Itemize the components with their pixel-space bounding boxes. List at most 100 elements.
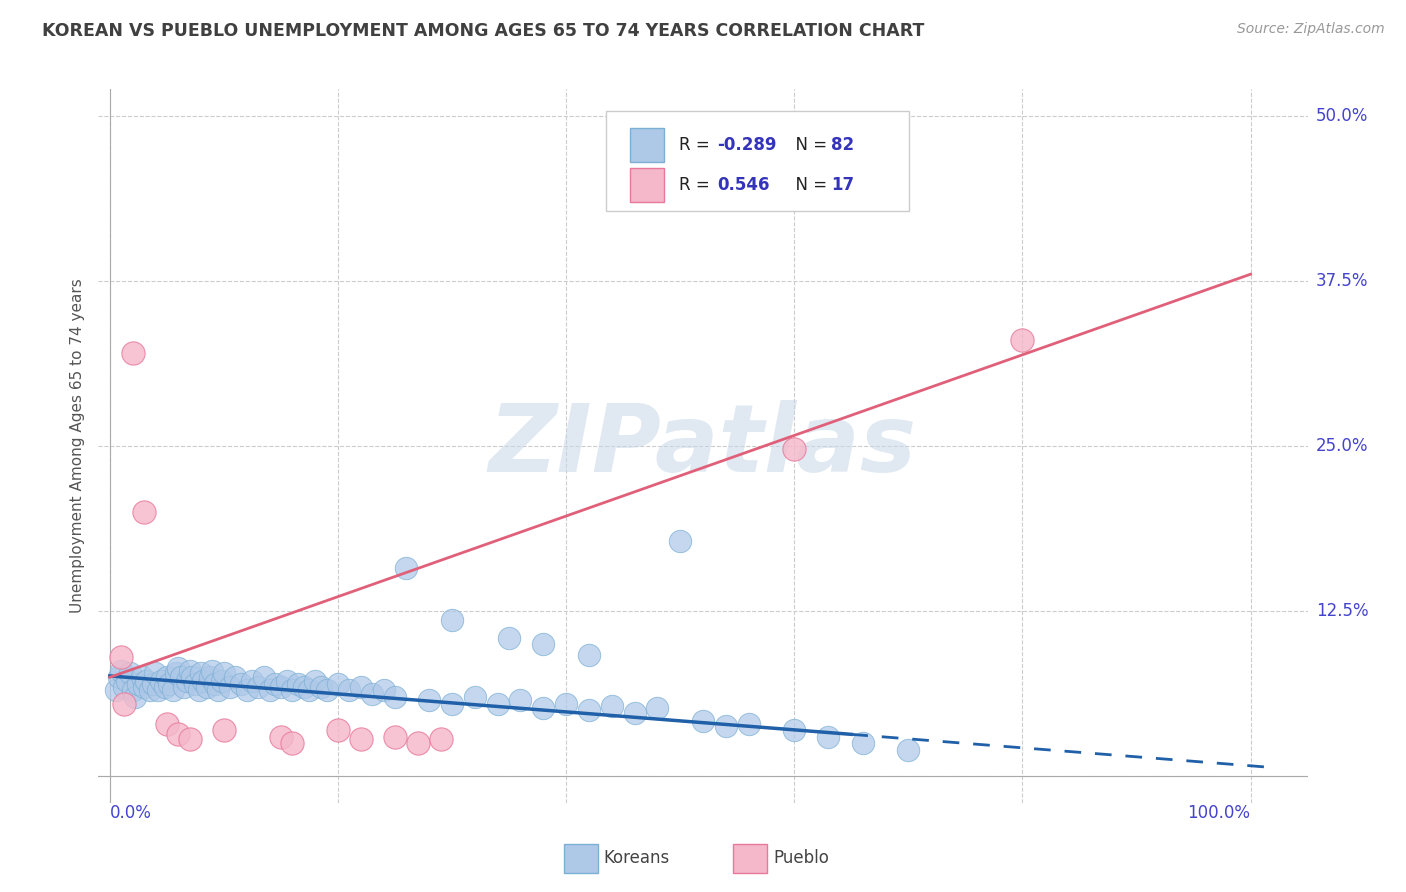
Point: [783, 442, 806, 456]
Text: 0.0%: 0.0%: [110, 805, 152, 822]
Point: [142, 677, 165, 691]
Text: Koreans: Koreans: [603, 849, 671, 867]
Text: 25.0%: 25.0%: [1316, 437, 1368, 455]
Point: [115, 674, 138, 689]
Text: 12.5%: 12.5%: [1316, 602, 1368, 620]
Point: [124, 690, 146, 704]
Point: [110, 664, 132, 678]
Point: [112, 697, 135, 711]
FancyBboxPatch shape: [630, 168, 664, 202]
Point: [373, 683, 395, 698]
Text: 82: 82: [831, 136, 855, 153]
Point: [190, 666, 212, 681]
Text: KOREAN VS PUEBLO UNEMPLOYMENT AMONG AGES 65 TO 74 YEARS CORRELATION CHART: KOREAN VS PUEBLO UNEMPLOYMENT AMONG AGES…: [42, 22, 925, 40]
Text: Pueblo: Pueblo: [773, 849, 830, 867]
FancyBboxPatch shape: [734, 844, 768, 872]
Text: 0.546: 0.546: [717, 176, 770, 194]
Point: [120, 666, 142, 681]
Point: [181, 670, 204, 684]
Point: [165, 666, 187, 681]
Point: [350, 680, 373, 694]
Point: [395, 560, 418, 574]
Point: [441, 697, 464, 711]
Point: [195, 680, 218, 694]
Point: [135, 674, 157, 689]
Point: [235, 683, 257, 698]
Point: [464, 690, 486, 704]
Point: [156, 670, 179, 684]
Point: [146, 683, 169, 698]
Point: [337, 683, 360, 698]
Point: [384, 730, 406, 744]
Point: [132, 680, 155, 694]
Point: [406, 736, 429, 750]
Point: [150, 674, 173, 689]
Text: 50.0%: 50.0%: [1316, 107, 1368, 125]
Point: [418, 692, 440, 706]
Text: -0.289: -0.289: [717, 136, 778, 153]
Point: [184, 677, 207, 691]
Point: [145, 666, 167, 681]
Point: [361, 688, 384, 702]
Point: [298, 683, 321, 698]
Point: [131, 670, 153, 684]
Point: [1011, 333, 1033, 347]
Point: [326, 677, 349, 691]
Text: N =: N =: [785, 136, 832, 153]
Point: [281, 683, 304, 698]
Point: [153, 680, 176, 694]
Point: [108, 670, 131, 684]
Point: [229, 677, 252, 691]
FancyBboxPatch shape: [630, 128, 664, 162]
Point: [162, 683, 184, 698]
Point: [326, 723, 349, 738]
Point: [207, 683, 229, 698]
Point: [623, 706, 645, 720]
Point: [169, 670, 191, 684]
Point: [224, 670, 246, 684]
Point: [132, 505, 155, 519]
Point: [270, 730, 292, 744]
Text: R =: R =: [679, 136, 714, 153]
Point: [139, 683, 162, 698]
Text: 37.5%: 37.5%: [1316, 272, 1368, 290]
Point: [259, 683, 281, 698]
Point: [578, 648, 600, 662]
Point: [187, 683, 209, 698]
Point: [104, 683, 127, 698]
Y-axis label: Unemployment Among Ages 65 to 74 years: Unemployment Among Ages 65 to 74 years: [69, 278, 84, 614]
Point: [242, 674, 264, 689]
Point: [783, 723, 806, 738]
Point: [121, 683, 143, 698]
Point: [486, 697, 509, 711]
Point: [121, 346, 143, 360]
Point: [200, 670, 222, 684]
Point: [714, 719, 737, 733]
Point: [201, 664, 224, 678]
Text: ZIPatlas: ZIPatlas: [489, 400, 917, 492]
FancyBboxPatch shape: [606, 111, 908, 211]
Point: [193, 674, 215, 689]
Point: [173, 680, 195, 694]
Point: [176, 674, 198, 689]
Point: [555, 697, 578, 711]
Point: [276, 674, 298, 689]
Point: [179, 732, 201, 747]
Point: [304, 674, 326, 689]
Point: [211, 674, 233, 689]
Point: [531, 637, 554, 651]
Point: [127, 677, 149, 691]
Point: [110, 650, 132, 665]
Point: [897, 743, 920, 757]
Point: [179, 664, 201, 678]
Point: [692, 714, 714, 728]
Point: [292, 680, 315, 694]
Point: [852, 736, 875, 750]
Point: [509, 692, 531, 706]
Point: [287, 677, 309, 691]
Point: [156, 716, 179, 731]
Point: [578, 703, 600, 717]
Point: [212, 723, 235, 738]
Text: 100.0%: 100.0%: [1188, 805, 1250, 822]
FancyBboxPatch shape: [564, 844, 598, 872]
